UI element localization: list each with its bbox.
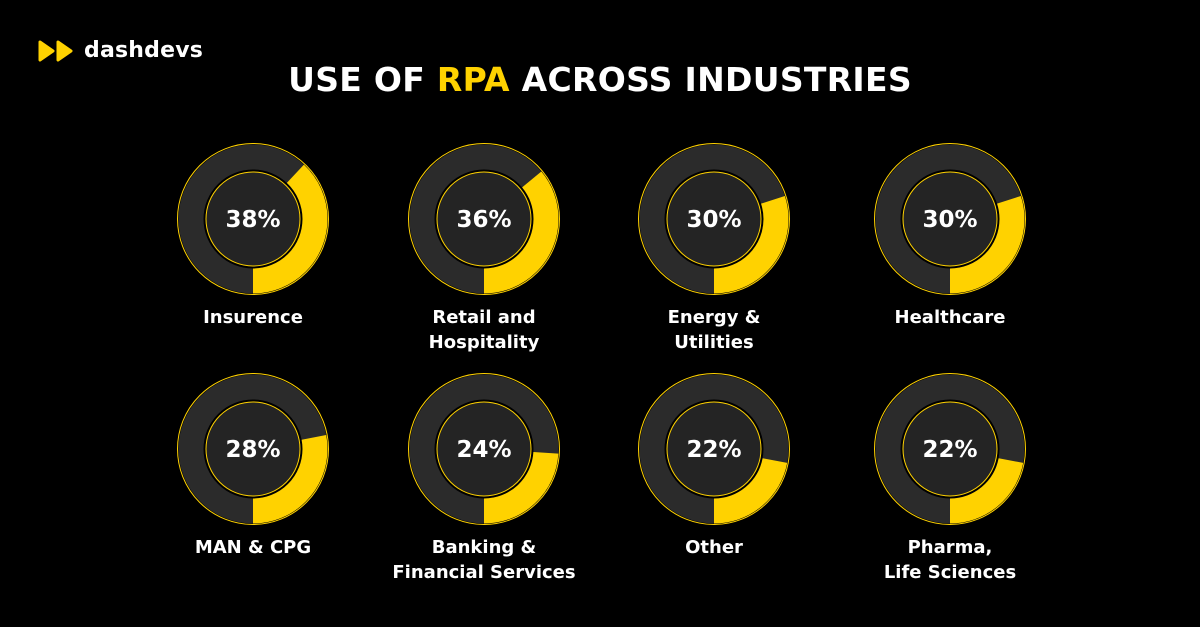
data-label: 36%: [456, 207, 511, 233]
donut-outer-outline: [874, 373, 1026, 525]
donut-outer-outline: [177, 373, 329, 525]
donut-gauge: 22% Pharma, Life Sciences: [874, 373, 1026, 583]
category-label-line: Banking &: [432, 537, 536, 558]
donut-gauge: 30% Healthcare: [874, 143, 1026, 328]
category-label-line: Retail and: [432, 307, 535, 328]
data-label: 30%: [922, 207, 977, 233]
donut-inner-circle: [205, 401, 301, 497]
donut-gauge: 28% MAN & CPG: [177, 373, 329, 558]
data-label: 22%: [922, 437, 977, 463]
donut-outer-outline: [408, 143, 560, 295]
donut-inner-circle: [205, 171, 301, 267]
donut-outer-outline: [874, 143, 1026, 295]
donut-inner-circle: [902, 401, 998, 497]
donut-gauge: 38% Insurence: [177, 143, 329, 328]
donut-outer-outline: [408, 373, 560, 525]
category-label-line: MAN & CPG: [195, 537, 311, 558]
data-label: 24%: [456, 437, 511, 463]
category-label: MAN & CPG: [195, 537, 311, 558]
chart-title: USE OF RPA ACROSS INDUSTRIES: [0, 60, 1200, 99]
donut-value-arc: [409, 144, 559, 294]
category-label: Healthcare: [895, 307, 1006, 328]
category-label-line: Life Sciences: [884, 562, 1016, 583]
category-label-line: Financial Services: [392, 562, 575, 583]
data-label: 22%: [686, 437, 741, 463]
brand-name: dashdevs: [84, 38, 204, 63]
title-part-1: USE OF: [288, 60, 437, 99]
donut-value-arc: [178, 374, 328, 524]
donut-inner-circle: [436, 171, 532, 267]
donut-outer-outline: [638, 373, 790, 525]
donut-inner-circle: [902, 171, 998, 267]
category-label: Pharma, Life Sciences: [884, 537, 1016, 583]
donut-value-arc: [875, 144, 1025, 294]
category-label-line: Insurence: [203, 307, 303, 328]
data-label: 38%: [225, 207, 280, 233]
logo-play-icon: [38, 40, 73, 61]
donut-value-arc: [409, 374, 559, 524]
donut-value-arc: [178, 144, 328, 294]
category-label: Retail and Hospitality: [429, 307, 540, 353]
category-label-line: Energy &: [668, 307, 761, 328]
data-label: 30%: [686, 207, 741, 233]
donut-outer-outline: [638, 143, 790, 295]
category-label-line: Pharma,: [908, 537, 993, 558]
donut-gauge: 36% Retail and Hospitality: [408, 143, 560, 353]
category-label: Other: [685, 537, 743, 558]
donut-gauge: 22% Other: [638, 373, 790, 558]
donut-inner-circle: [436, 401, 532, 497]
donut-value-arc: [639, 144, 789, 294]
donut-gauge: 30% Energy & Utilities: [638, 143, 790, 353]
title-part-2: ACROSS INDUSTRIES: [509, 60, 912, 99]
category-label: Insurence: [203, 307, 303, 328]
category-label-line: Utilities: [674, 332, 753, 353]
category-label-line: Healthcare: [895, 307, 1006, 328]
donut-value-arc: [639, 374, 789, 524]
category-label-line: Hospitality: [429, 332, 540, 353]
brand-logo: dashdevs: [38, 38, 203, 63]
donut-value-arc: [875, 374, 1025, 524]
title-highlight: RPA: [436, 60, 510, 99]
donut-inner-circle: [666, 171, 762, 267]
donut-outer-outline: [177, 143, 329, 295]
category-label: Energy & Utilities: [668, 307, 761, 353]
category-label-line: Other: [685, 537, 743, 558]
data-label: 28%: [225, 437, 280, 463]
category-label: Banking & Financial Services: [392, 537, 575, 583]
donut-gauge: 24% Banking & Financial Services: [392, 373, 576, 583]
donut-inner-circle: [666, 401, 762, 497]
